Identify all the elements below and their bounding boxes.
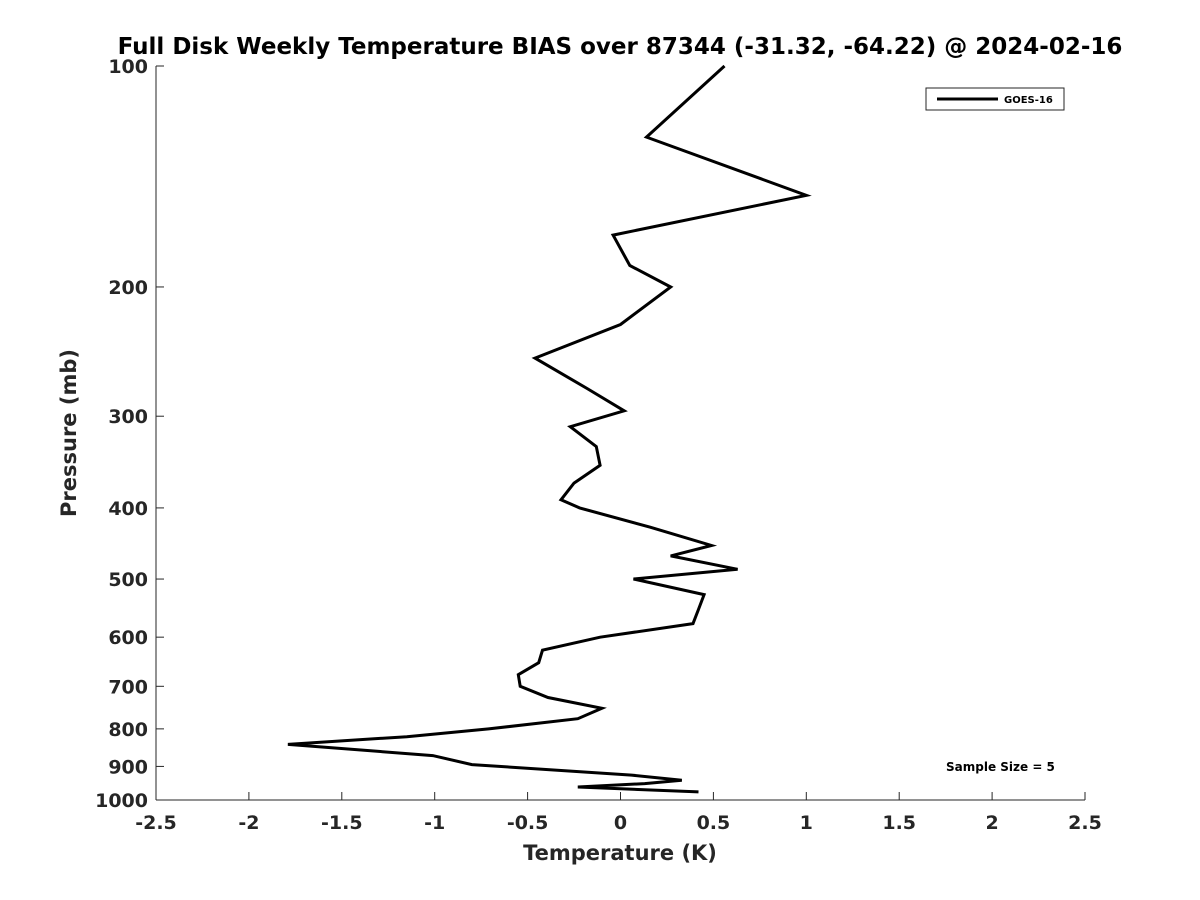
y-tick-label: 700 — [108, 676, 148, 698]
series-layer — [287, 64, 812, 794]
y-tick-label: 1000 — [95, 790, 148, 812]
x-tick-label: 2 — [985, 812, 998, 834]
y-tick-label: 200 — [108, 277, 148, 299]
y-tick-label: 400 — [108, 498, 148, 520]
y-axis-label: Pressure (mb) — [57, 349, 81, 517]
y-axis-ticks: 100 200 300 400 500 600 700 800 900 1000 — [95, 56, 164, 812]
x-tick-label: 2.5 — [1068, 812, 1102, 834]
x-tick-label: 0.5 — [697, 812, 731, 834]
x-tick-label: -2 — [238, 812, 259, 834]
sample-size-annotation: Sample Size = 5 — [946, 760, 1055, 774]
x-tick-label: -1.5 — [321, 812, 363, 834]
x-axis-ticks: -2.5 -2 -1.5 -1 -0.5 0 0.5 1 1.5 2 2.5 — [135, 792, 1102, 834]
x-tick-label: 1.5 — [882, 812, 916, 834]
x-tick-label: -0.5 — [507, 812, 549, 834]
y-tick-label: 100 — [108, 56, 148, 78]
legend-label-goes-16: GOES-16 — [1004, 95, 1053, 106]
y-tick-label: 300 — [108, 406, 148, 428]
series-line-goes-16 — [287, 64, 812, 794]
y-tick-label: 800 — [108, 719, 148, 741]
x-tick-label: -1 — [424, 812, 445, 834]
x-tick-label: -2.5 — [135, 812, 177, 834]
legend: GOES-16 — [925, 87, 1065, 111]
chart-title: Full Disk Weekly Temperature BIAS over 8… — [118, 34, 1123, 60]
x-axis-label: Temperature (K) — [523, 841, 717, 865]
y-tick-label: 600 — [108, 627, 148, 649]
x-tick-label: 1 — [800, 812, 813, 834]
plot-frame — [155, 66, 1085, 801]
x-tick-label: 0 — [614, 812, 627, 834]
y-tick-label: 500 — [108, 569, 148, 591]
y-tick-label: 900 — [108, 756, 148, 778]
